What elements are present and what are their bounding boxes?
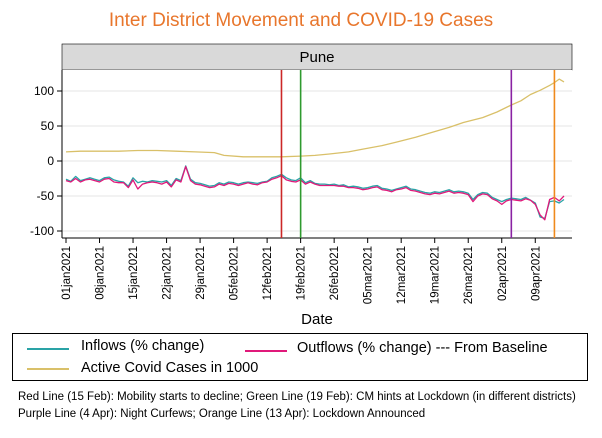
y-tick-label: 100 [34,84,54,98]
x-tick-label: 22jan2021 [162,246,174,300]
x-tick-label: 05mar2021 [363,246,375,304]
x-tick-label: 09apr2021 [530,246,542,301]
grid-layer [62,90,572,232]
plot-area [62,70,572,238]
x-ticks: 01jan2021 08jan2021 15jan2021 22jan2021 29ja… [61,238,542,304]
x-tick-label: 02apr2021 [497,246,509,301]
x-tick-label: 12mar2021 [396,246,408,304]
panel-label: Pune [299,49,334,66]
x-tick-label: 26mar2021 [463,246,475,304]
x-axis-title: Date [301,311,333,328]
series-layer [65,78,565,221]
panel-header [61,43,573,71]
legend: Inflows (% change) Outflows (% change) -… [12,333,588,381]
x-tick-label: 05feb2021 [229,246,241,300]
x-tick-label: 12feb2021 [262,246,274,300]
footnote-line-2: Purple Line (4 Apr): Night Curfews; Oran… [18,408,426,420]
legend-swatch-active [27,368,69,370]
x-tick-label: 01jan2021 [61,246,73,300]
legend-label-outflows: Outflows (% change) --- From Baseline [297,340,548,356]
legend-swatch-outflows [245,350,287,352]
event-lines [280,70,556,238]
x-tick-label: 08jan2021 [95,246,107,300]
y-tick-label: -100 [30,224,54,238]
x-tick-label: 26feb2021 [329,246,341,300]
y-tick-label: -50 [37,189,55,203]
series-line-outflows [65,165,565,221]
x-tick-label: 19feb2021 [296,246,308,300]
footnote-line-1: Red Line (15 Feb): Mobility starts to de… [18,391,576,403]
y-tick-label: 0 [47,154,54,168]
y-ticks: 100 50 0 -50 -100 [30,84,62,238]
chart-title: Inter District Movement and COVID-19 Cas… [108,10,494,31]
x-tick-label: 19mar2021 [430,246,442,304]
legend-label-inflows: Inflows (% change) [81,338,205,354]
x-tick-label: 29jan2021 [195,246,207,300]
x-tick-label: 15jan2021 [128,246,140,300]
legend-swatch-inflows [27,348,69,350]
series-line-active [65,78,565,158]
legend-label-active: Active Covid Cases in 1000 [81,360,259,376]
y-tick-label: 50 [41,119,55,133]
